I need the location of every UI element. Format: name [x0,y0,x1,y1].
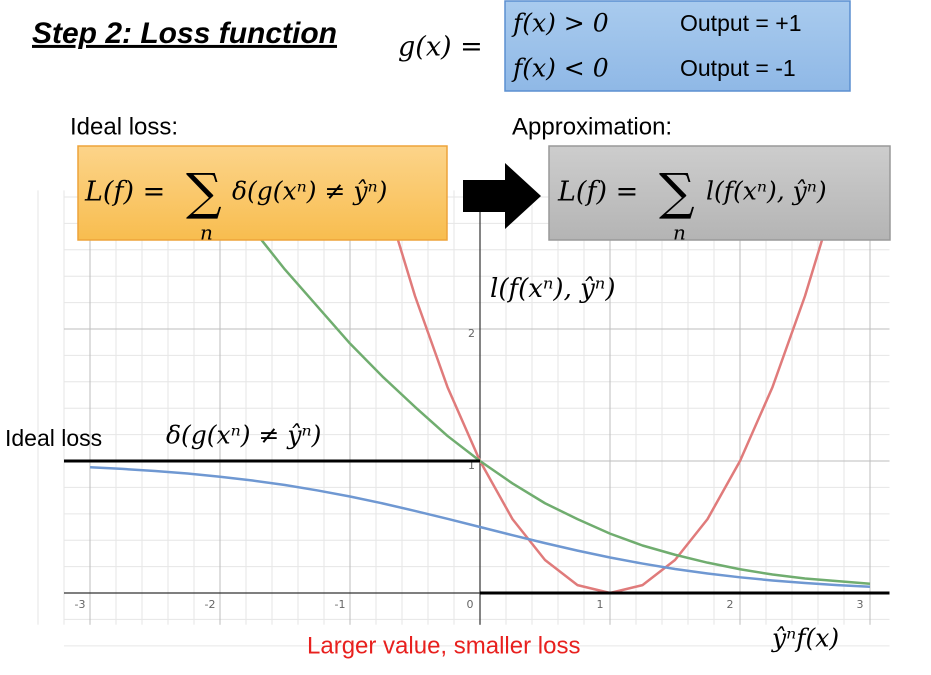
g-lhs: g(x) = [398,32,483,63]
ideal-label: Ideal loss: [70,113,178,140]
y-tick-label: 1 [468,459,475,472]
formula-lhs: L(f) = [84,177,165,208]
g-cond: f(x) < 0 [511,54,609,83]
sum-index: n [200,221,213,245]
ideal-box [77,145,448,241]
arrow [463,163,541,229]
slide-title: Step 2: Loss function [32,17,337,50]
ideal-loss-label: Ideal loss [5,425,102,451]
x-tick-label: 1 [597,598,604,611]
g-box [504,0,851,92]
approx-label: Approximation: [512,113,672,140]
y-axis-label: l(f(xⁿ), ŷⁿ) [490,274,615,304]
x-tick-label: 0 [467,598,474,611]
formula-rhs: l(f(xⁿ), ŷⁿ) [706,177,827,206]
x-tick-label: 3 [857,598,864,611]
g-cond: f(x) > 0 [511,9,609,38]
note: Larger value, smaller loss [307,632,580,659]
ideal-loss-formula: δ(g(xⁿ) ≠ ŷⁿ) [166,421,321,450]
g-output: Output = -1 [680,55,796,81]
y-tick-label: 2 [468,327,475,340]
x-axis-label: ŷⁿf(x) [771,624,839,653]
x-tick-label: 2 [727,598,734,611]
formula-lhs: L(f) = [557,177,638,208]
sum-sign: ∑ [659,163,695,221]
x-tick-label: -1 [335,598,346,611]
formula-rhs: δ(g(xⁿ) ≠ ŷⁿ) [232,177,387,206]
approx-box [548,145,891,241]
plot-area [64,190,890,595]
x-tick-label: -2 [205,598,216,611]
sum-sign: ∑ [186,163,222,221]
sum-index: n [673,221,686,245]
loss-curve [89,465,871,589]
loss-chart: -3 -2 -1 0 1 2 3 1 2 [37,190,890,647]
x-tick-label: -3 [75,598,86,611]
g-output: Output = +1 [680,10,801,36]
